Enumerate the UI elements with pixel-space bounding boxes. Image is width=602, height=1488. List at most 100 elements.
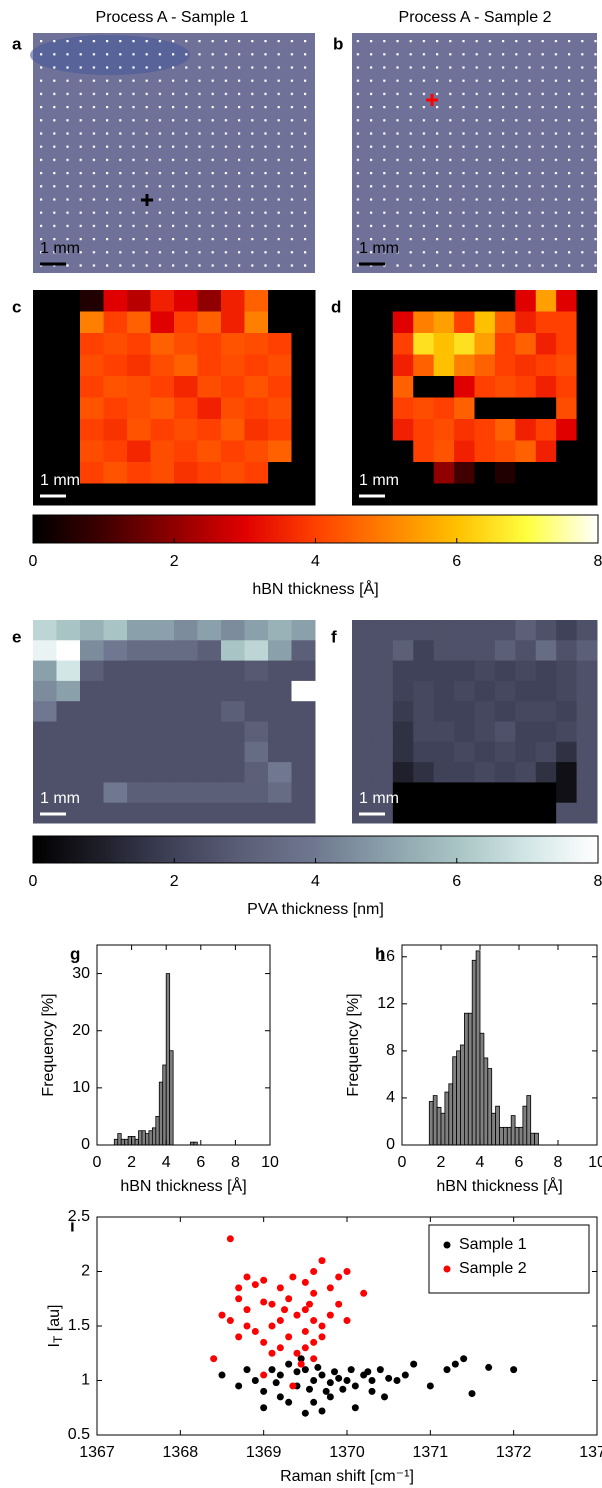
heatmap-cell bbox=[392, 782, 414, 804]
scatter-point bbox=[243, 1322, 251, 1330]
heatmap-cell bbox=[174, 762, 198, 783]
heatmap-cell bbox=[244, 701, 269, 722]
heatmap-cell bbox=[474, 802, 496, 824]
heatmap-cell bbox=[576, 802, 598, 824]
y-axis-label: Frequency [%] bbox=[345, 993, 362, 1096]
heatmap-cell bbox=[515, 701, 537, 722]
heatmap-cell bbox=[392, 620, 414, 641]
heatmap-cell bbox=[454, 290, 475, 312]
x-tick-label: 0 bbox=[93, 1154, 102, 1171]
scatter-point bbox=[243, 1273, 251, 1281]
heatmap-cell bbox=[352, 640, 373, 662]
heatmap-cell bbox=[372, 721, 394, 743]
x-tick-label: 1368 bbox=[163, 1444, 199, 1461]
heatmap-cell bbox=[150, 354, 175, 377]
heatmap-cell bbox=[474, 462, 496, 484]
histogram-bar bbox=[452, 1056, 458, 1146]
scatter-point bbox=[318, 1333, 326, 1341]
heatmap-cell bbox=[291, 397, 316, 420]
heatmap-cell bbox=[515, 397, 537, 420]
heatmap-cell bbox=[352, 660, 373, 682]
scatter-point bbox=[251, 1281, 259, 1289]
x-tick-label: 2 bbox=[437, 1154, 446, 1171]
histogram-bar bbox=[499, 1126, 504, 1146]
heatmap-cell bbox=[221, 440, 245, 463]
heatmap-cell bbox=[33, 440, 57, 463]
colorbar bbox=[32, 835, 599, 864]
heatmap-cell bbox=[372, 660, 394, 682]
scatter-point bbox=[297, 1355, 305, 1363]
heatmap-cell bbox=[576, 640, 598, 662]
colorbar-tick-label: 8 bbox=[594, 873, 602, 890]
heatmap-cell bbox=[221, 483, 245, 506]
scatter-point bbox=[310, 1377, 318, 1384]
heatmap-cell bbox=[127, 802, 151, 824]
heatmap-cell bbox=[535, 333, 557, 355]
scatter-point bbox=[310, 1338, 318, 1346]
heatmap-cell bbox=[392, 311, 414, 334]
heatmap-cell bbox=[535, 620, 557, 641]
colorbar-tick-label: 2 bbox=[170, 873, 179, 890]
heatmap-cell bbox=[556, 782, 578, 804]
scatter-point bbox=[218, 1371, 226, 1379]
x-tick-label: 4 bbox=[476, 1154, 485, 1171]
colorbar-tick-label: 6 bbox=[452, 553, 461, 570]
scatter-point bbox=[276, 1371, 284, 1379]
histogram-bar bbox=[479, 1032, 485, 1146]
histogram-bar bbox=[145, 1133, 150, 1146]
heatmap-cell bbox=[372, 620, 394, 641]
histogram-bar bbox=[495, 1105, 500, 1146]
heatmap-cell bbox=[268, 640, 292, 662]
scatter-point bbox=[318, 1407, 326, 1415]
heatmap-cell bbox=[352, 680, 373, 702]
heatmap-cell bbox=[150, 640, 175, 662]
scatter-point bbox=[314, 1363, 322, 1371]
heatmap-cell bbox=[433, 721, 455, 743]
heatmap-cell bbox=[80, 440, 104, 463]
heatmap-cell bbox=[56, 354, 81, 377]
heatmap-cell bbox=[556, 483, 578, 506]
heatmap-cell bbox=[268, 397, 292, 420]
panel-label: i bbox=[70, 1216, 75, 1235]
heatmap-cell bbox=[433, 290, 455, 312]
heatmap-cell bbox=[352, 440, 373, 463]
heatmap-cell bbox=[494, 354, 516, 377]
heatmap-cell bbox=[291, 762, 316, 783]
heatmap-cell bbox=[150, 701, 175, 722]
heatmap-cell bbox=[413, 721, 435, 743]
heatmap-cell bbox=[576, 440, 598, 463]
y-tick-label: 0 bbox=[386, 1136, 395, 1153]
heatmap-cell bbox=[372, 311, 394, 334]
histogram-bar bbox=[510, 1115, 516, 1146]
heatmap-cell bbox=[454, 354, 475, 377]
heatmap-cell bbox=[352, 376, 373, 398]
heatmap-cell bbox=[515, 483, 537, 506]
heatmap-cell bbox=[474, 376, 496, 398]
heatmap-cell bbox=[413, 762, 435, 783]
heatmap-cell bbox=[56, 290, 81, 312]
heatmap-cell bbox=[352, 741, 373, 763]
scatter-point bbox=[339, 1385, 347, 1393]
heatmap-cell bbox=[474, 782, 496, 804]
scatter-point bbox=[210, 1355, 218, 1363]
histogram-bar bbox=[471, 959, 477, 1146]
heatmap-cell bbox=[127, 782, 151, 804]
scatter-point bbox=[276, 1344, 284, 1352]
heatmap-cell bbox=[474, 397, 496, 420]
heatmap-cell bbox=[535, 741, 557, 763]
heatmap-cell bbox=[474, 721, 496, 743]
scatter-point bbox=[510, 1366, 518, 1374]
heatmap-cell bbox=[197, 397, 222, 420]
heatmap-cell bbox=[413, 311, 435, 334]
scatter-point bbox=[301, 1344, 309, 1352]
heatmap-cell bbox=[244, 483, 269, 506]
heatmap-cell bbox=[268, 354, 292, 377]
heatmap-cell bbox=[127, 440, 151, 463]
scatter-point bbox=[260, 1338, 268, 1346]
heatmap-cell bbox=[576, 311, 598, 334]
heatmap-cell bbox=[413, 333, 435, 355]
histogram-bar bbox=[534, 1132, 539, 1146]
histogram-bar bbox=[448, 1083, 454, 1146]
heatmap-cell bbox=[535, 290, 557, 312]
heatmap-cell bbox=[515, 354, 537, 377]
